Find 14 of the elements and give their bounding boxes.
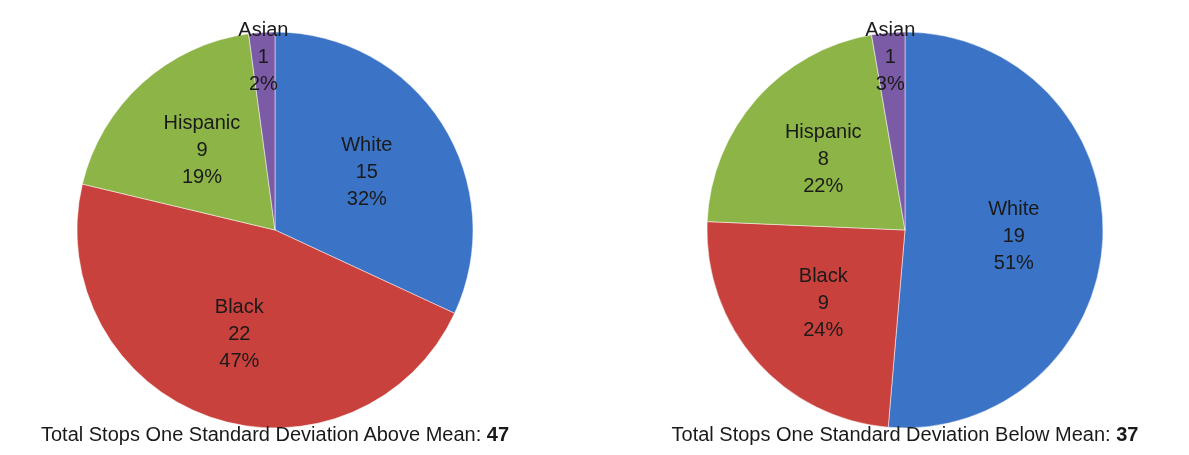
slice-label: Black <box>798 263 849 286</box>
slice-label: Hispanic <box>784 120 862 143</box>
data-label: 9 19% <box>181 138 223 188</box>
slice-label: White <box>988 196 1040 219</box>
data-label: 22 47% <box>219 321 260 371</box>
data-label: 8 22% <box>803 147 844 197</box>
slice-label: Black <box>214 294 265 317</box>
text: Total Stops One Standard Deviation Above Mean: 47 <box>40 423 510 445</box>
data-label: 15 32% <box>346 160 388 210</box>
text: Total Stops One Standard Deviation Below Mean: 37 <box>671 423 1139 445</box>
slice-label: Hispanic <box>163 111 241 134</box>
data-label: 19 51% <box>993 223 1035 273</box>
data-label: 9 24% <box>803 290 844 340</box>
slice-label: White <box>341 133 393 156</box>
